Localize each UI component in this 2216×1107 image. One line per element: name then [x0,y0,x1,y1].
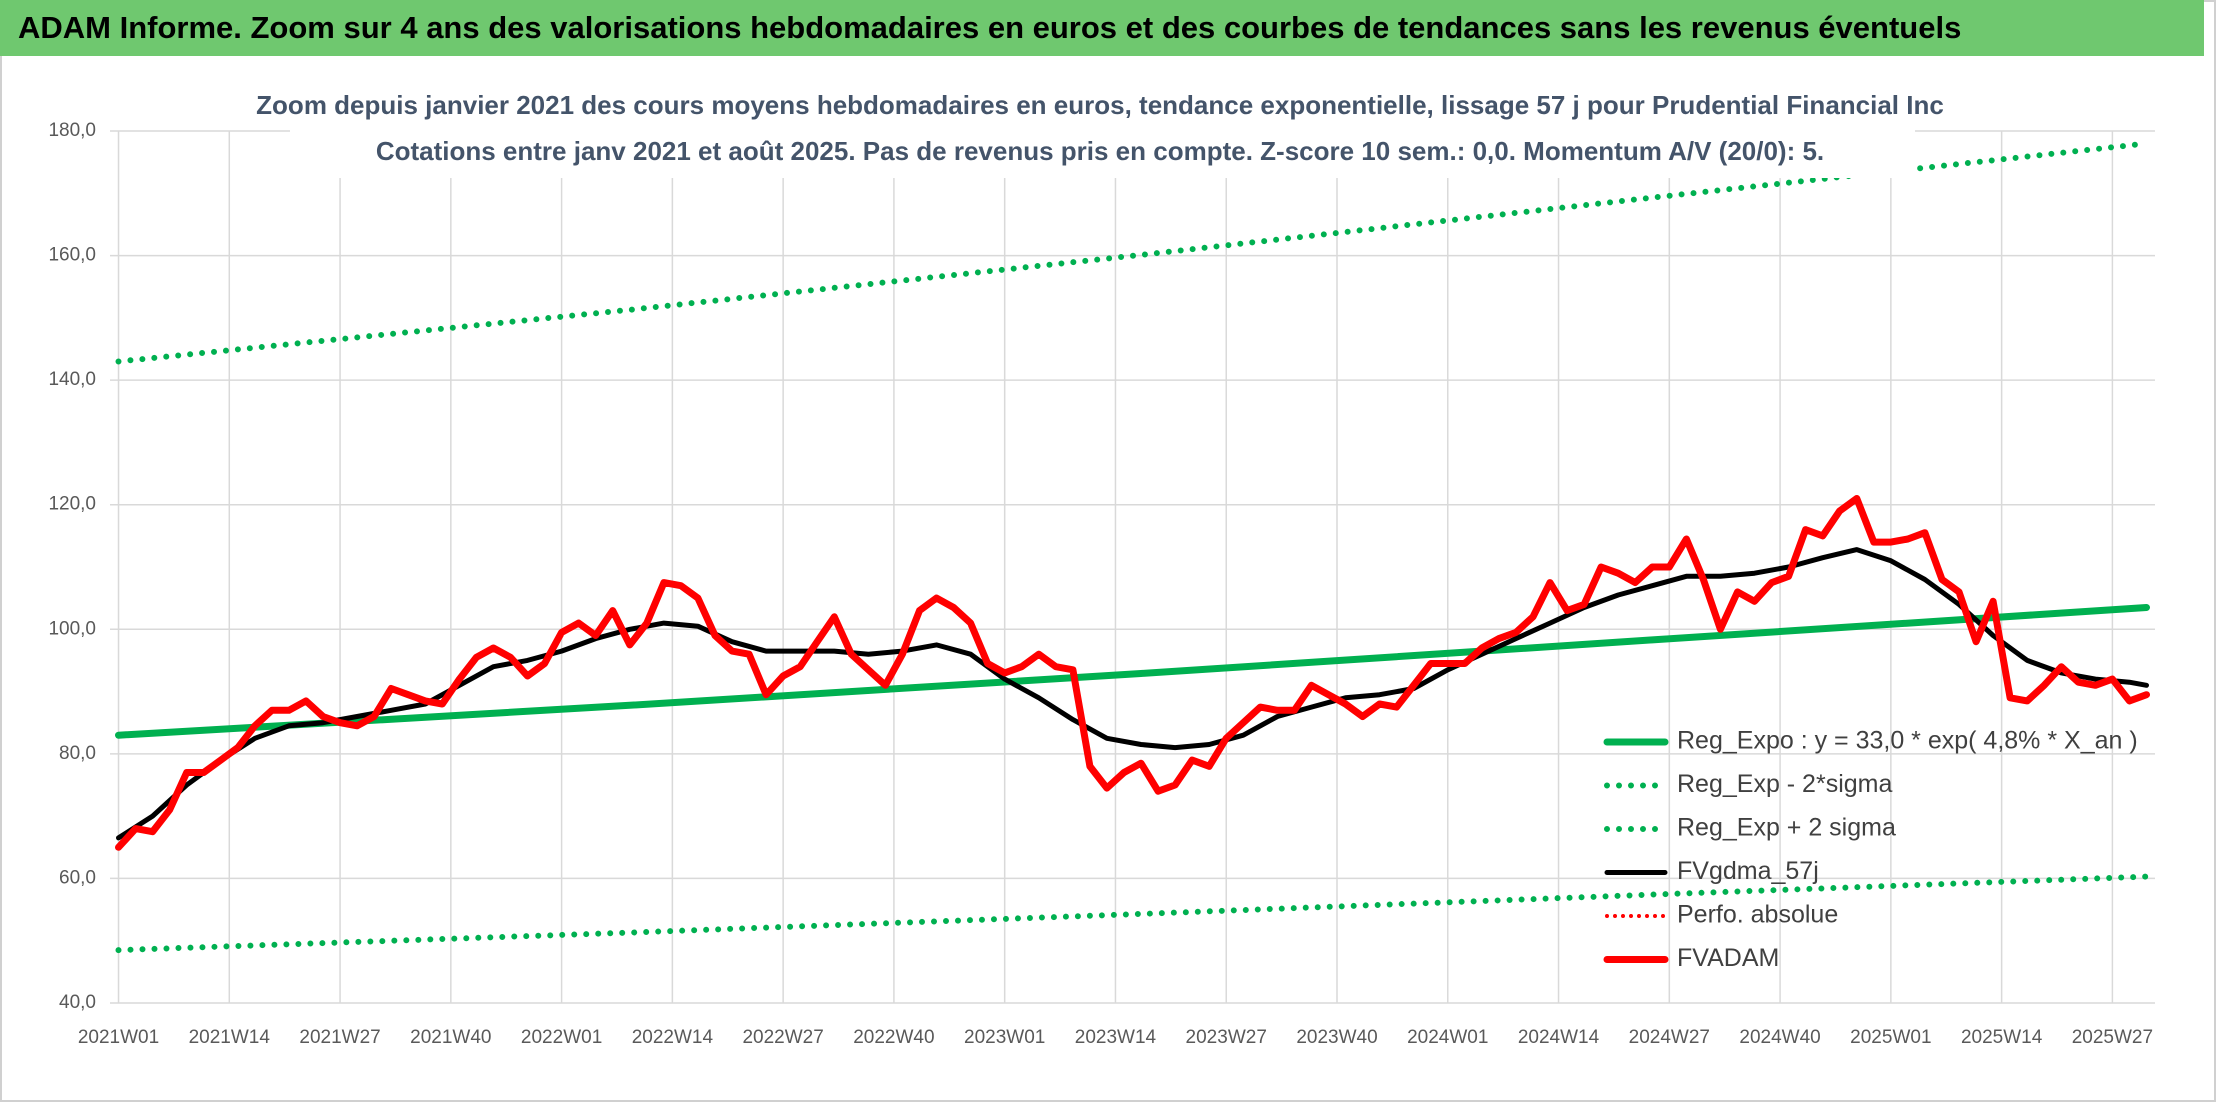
x-tick-label: 2023W14 [1075,1027,1157,1048]
x-tick-label: 2024W40 [1739,1027,1820,1048]
x-tick-label: 2023W27 [1186,1027,1267,1048]
x-tick-label: 2024W01 [1407,1027,1488,1048]
legend-label: Perfo. absolue [1677,901,1838,929]
x-tick-label: 2024W14 [1518,1027,1600,1048]
series-line [115,495,2150,851]
x-tick-label: 2022W40 [853,1027,934,1048]
x-tick-label: 2023W40 [1296,1027,1377,1048]
header-title: ADAM Informe. Zoom sur 4 ans des valoris… [18,10,1961,45]
x-tick-label: 2025W14 [1961,1027,2043,1048]
series-line [115,604,2150,739]
y-tick-label: 160,0 [48,245,96,266]
x-tick-label: 2025W27 [2072,1027,2153,1048]
x-tick-label: 2022W14 [632,1027,714,1048]
legend-label: FVADAM [1677,944,1779,972]
y-tick-label: 140,0 [48,369,96,390]
y-tick-label: 120,0 [48,494,96,515]
x-tick-label: 2025W01 [1850,1027,1931,1048]
chart-title: Zoom depuis janvier 2021 des cours moyen… [256,90,1944,120]
x-tick-label: 2021W40 [410,1027,491,1048]
x-tick-label: 2023W01 [964,1027,1045,1048]
title-box [290,86,1915,178]
x-tick-label: 2022W27 [742,1027,823,1048]
legend-label: Reg_Exp + 2 sigma [1677,814,1896,842]
x-tick-label: 2021W01 [78,1027,159,1048]
series-line [116,547,2149,841]
y-tick-label: 40,0 [59,992,96,1013]
y-tick-label: 80,0 [59,743,96,764]
x-tick-label: 2021W14 [189,1027,271,1048]
y-tick-label: 180,0 [48,120,96,141]
legend: Reg_Expo : y = 33,0 * exp( 4,8% * X_an )… [1603,727,2138,972]
legend-label: Reg_Exp - 2*sigma [1677,770,1892,798]
chart-subtitle: Cotations entre janv 2021 et août 2025. … [376,136,1824,166]
x-tick-label: 2021W27 [299,1027,380,1048]
header-bar [0,0,2204,56]
x-tick-label: 2024W27 [1629,1027,1710,1048]
x-tick-label: 2022W01 [521,1027,602,1048]
legend-label: Reg_Expo : y = 33,0 * exp( 4,8% * X_an ) [1677,727,2138,755]
y-tick-label: 100,0 [48,618,96,639]
legend-label: FVgdma_57j [1677,857,1819,885]
y-tick-label: 60,0 [59,867,96,888]
plot: 40,0 60,0 80,0 100,0 120,0 140,0 160,0 180,0 202… [48,120,2155,1048]
